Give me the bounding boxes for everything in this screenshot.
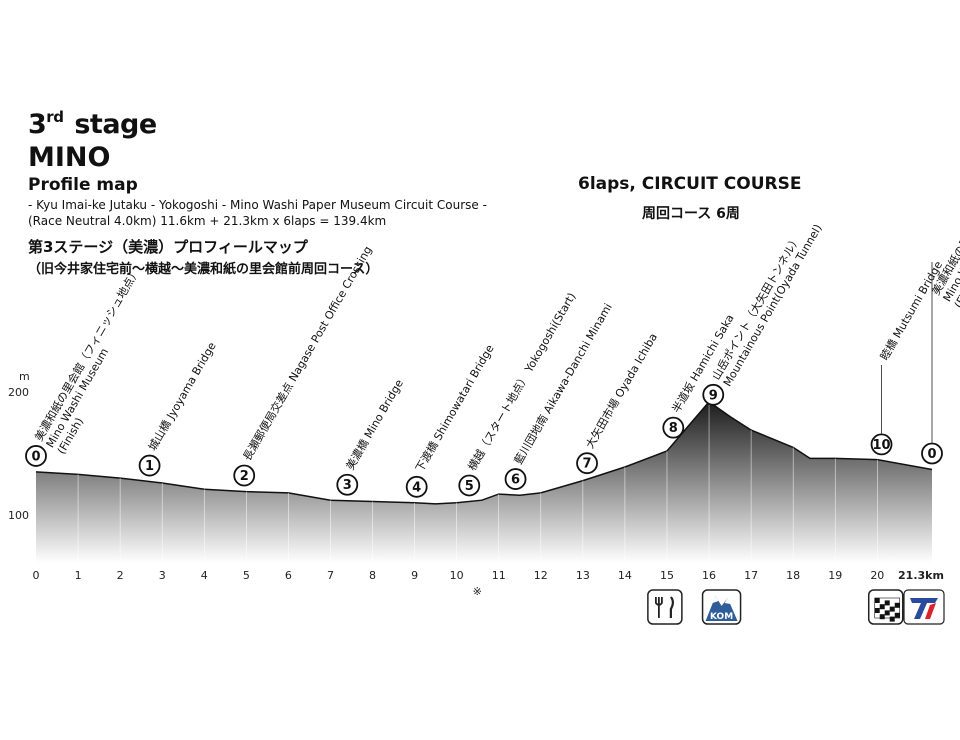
course-point-number: 2 — [240, 469, 249, 484]
course-point-text: 長瀬郵便局交差点 Nagase Post Office Crossing — [240, 243, 375, 463]
x-tick-label: 0 — [33, 569, 40, 582]
checker-square — [889, 606, 895, 612]
course-point-marker — [870, 433, 893, 456]
x-tick-label: 18 — [786, 569, 800, 582]
course-point-number: 7 — [583, 457, 592, 472]
checker-square — [884, 610, 890, 616]
course-point-number: 0 — [927, 447, 936, 462]
x-tick-label: 17 — [744, 569, 758, 582]
fork-icon — [654, 597, 663, 618]
checker-square — [874, 608, 880, 613]
x-tick-label: 12 — [534, 569, 548, 582]
route-description: - Kyu Imai-ke Jutaku - Yokogoshi - Mino … — [28, 198, 487, 212]
course-point-number: 5 — [465, 479, 474, 494]
course-point-number: 8 — [669, 421, 678, 436]
course-point-label: 美濃橋 Mino Bridge — [343, 377, 406, 473]
checker-square — [894, 602, 900, 608]
course-point-marker — [233, 464, 256, 487]
stage-ordinal: rd — [46, 108, 64, 126]
course-point-label: 山岳ポイント（大矢田トンネル）Mountainous Point(Oyada T… — [709, 222, 825, 389]
course-point-label: 城山橋 Jyoyama Bridge — [145, 339, 219, 453]
course-point-marker — [25, 445, 47, 467]
profile-map-subtitle: Profile map — [28, 175, 138, 195]
course-point-label: 美濃和紙の里会館（フィニッシュ地点）Mino Washi Museum(Fini… — [31, 265, 142, 456]
course-point-marker — [702, 383, 725, 406]
x-tick-label: 20 — [870, 569, 884, 582]
x-tick-label: 13 — [576, 569, 590, 582]
checker-square — [894, 612, 900, 618]
checker-square — [889, 616, 895, 622]
x-tick-label: 9 — [411, 569, 418, 582]
x-tick-label: 8 — [369, 569, 376, 582]
elevation-area — [36, 401, 932, 563]
course-point-number: 3 — [343, 478, 352, 493]
x-tick-label: 2 — [117, 569, 124, 582]
course-point-text: 城山橋 Jyoyama Bridge — [145, 339, 219, 453]
course-point-number: 0 — [31, 449, 40, 464]
course-point-marker — [662, 416, 685, 439]
feed-zone-icon — [647, 589, 683, 625]
x-tick-label: 19 — [828, 569, 842, 582]
course-point-label: 大矢田市場 Oyada Ichiba — [583, 331, 660, 451]
jp-title: 第3ステージ（美濃）プロフィールマップ — [28, 238, 308, 256]
y-tick-label: 200 — [8, 386, 29, 399]
stage-name: MINO — [28, 142, 111, 173]
checker-square — [879, 604, 885, 610]
x-tick-label: 10 — [450, 569, 464, 582]
logo-blue-stroke — [910, 598, 938, 619]
x-tick-label: 5 — [243, 569, 250, 582]
course-point-marker — [921, 442, 943, 465]
x-tick-label: 3 — [159, 569, 166, 582]
course-point-number: 6 — [511, 473, 520, 488]
course-point-text: 睦橋 Mutsumi Bridge — [877, 258, 945, 362]
x-tick-label: 6 — [285, 569, 292, 582]
course-point-marker — [458, 474, 481, 497]
stage-number: 3 — [28, 109, 47, 140]
course-point-text: 大矢田市場 Oyada Ichiba — [583, 331, 660, 451]
course-point-marker — [504, 468, 527, 490]
footnote-mark: ※ — [473, 585, 482, 598]
x-tick-label: 15 — [660, 569, 674, 582]
course-point-number: 1 — [145, 459, 154, 474]
checker-square — [884, 600, 890, 606]
jp-route: （旧今井家住宅前〜横越〜美濃和紙の里会館前周回コース） — [28, 262, 379, 277]
course-point-label: 長瀬郵便局交差点 Nagase Post Office Crossing — [240, 243, 375, 463]
x-tick-label: 1 — [75, 569, 82, 582]
stage-word: stage — [74, 109, 157, 140]
x-tick-label: 16 — [702, 569, 716, 582]
x-tick-label: 14 — [618, 569, 632, 582]
x-tick-label: 11 — [492, 569, 506, 582]
course-point-marker — [405, 475, 428, 498]
circuit-course-title: 6laps, CIRCUIT COURSE — [578, 174, 802, 194]
x-tick-label: 4 — [201, 569, 208, 582]
circuit-course-jp: 周回コース 6周 — [642, 206, 740, 222]
course-point-marker — [576, 452, 598, 475]
logo-red-stroke — [925, 603, 936, 619]
y-axis-unit: m — [19, 370, 30, 383]
course-point-number: 10 — [872, 438, 890, 453]
y-tick-label: 100 — [8, 509, 29, 522]
course-point-number: 9 — [709, 388, 718, 403]
x-tick-label: 7 — [327, 569, 334, 582]
course-point-text: 美濃橋 Mino Bridge — [343, 377, 406, 473]
checker-square — [874, 598, 880, 603]
kom-label: KOM — [710, 612, 733, 622]
stage-title: 3rd stage — [28, 108, 157, 140]
course-point-text: Mountainous Point(Oyada Tunnel) — [721, 222, 825, 389]
elevation-line — [35, 400, 933, 505]
x-tick-label: 21.3km — [898, 569, 944, 582]
flag-outline — [874, 597, 901, 619]
course-point-label: 睦橋 Mutsumi Bridge — [877, 258, 945, 362]
knife-icon — [669, 596, 674, 618]
route-distance: (Race Neutral 4.0km) 11.6km + 21.3km x 6… — [28, 214, 387, 228]
checker-square — [879, 614, 885, 620]
course-point-marker — [138, 454, 161, 477]
course-point-marker — [336, 473, 359, 496]
course-point-text: 美濃和紙の里会館（フィニッシュ地点） — [31, 265, 142, 443]
snow-cap-icon — [712, 596, 731, 604]
course-point-number: 4 — [412, 480, 421, 495]
course-point-text: 山岳ポイント（大矢田トンネル） — [709, 233, 804, 383]
